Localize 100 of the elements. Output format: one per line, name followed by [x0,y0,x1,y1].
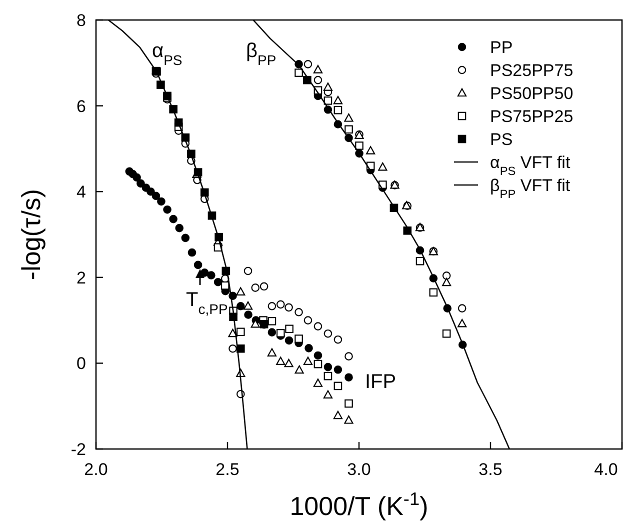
point [334,335,342,344]
point [228,328,238,338]
point [303,356,313,366]
point [458,304,466,312]
point [268,317,276,326]
y-tick-label: -2 [70,440,86,459]
point [157,197,166,206]
point [188,248,196,257]
legend-label: PS75PP25 [490,107,574,126]
point [304,60,312,68]
point [228,344,237,353]
point [344,125,353,134]
legend-label: PS50PP50 [490,84,574,103]
x-tick-label: 2.5 [216,460,240,479]
point [313,65,323,74]
point [314,76,322,84]
point [276,300,285,309]
point [181,234,190,242]
point [324,329,332,338]
point [324,96,332,105]
point [344,352,353,360]
point [416,256,424,266]
point [175,224,184,232]
point [324,362,332,372]
y-tick-label: 2 [76,268,86,288]
y-tick-label: 0 [76,354,86,374]
point [169,214,178,224]
point [314,322,322,330]
point [207,271,216,280]
point [429,288,438,297]
point [236,328,245,336]
point [236,344,245,353]
point [334,382,342,390]
point [244,310,252,319]
y-tick-label: 6 [76,96,86,116]
x-tick-label: 3.5 [478,460,502,479]
point [244,266,252,276]
point [260,282,268,291]
annotation: IFP [365,371,396,393]
point [229,312,238,322]
point [268,328,276,336]
point [344,113,354,122]
point [236,302,245,310]
point [243,301,253,310]
point [458,318,467,328]
legend-label: β$_{PP}$ VFT fit [490,176,570,201]
point [294,308,303,316]
point [334,365,342,374]
point [323,390,333,398]
annotation: T$_{c,PP}$ [186,289,228,317]
point [294,68,303,77]
point [276,356,286,366]
point [304,344,313,352]
point [284,336,294,345]
point [251,284,260,292]
point [355,142,364,150]
point [333,96,343,104]
point [324,372,332,380]
x-axis-title: 1000/T (K$^{-1}$) [290,489,428,521]
point [344,416,354,424]
point [268,302,276,310]
point [285,324,294,334]
point [378,162,388,171]
legend-label: α$_{PS}$ VFT fit [490,153,570,178]
point [294,334,303,343]
point [294,365,304,374]
y-tick-label: 4 [76,182,86,202]
point [163,205,172,214]
point [136,179,145,188]
x-tick-label: 2.0 [84,460,108,479]
point [442,329,451,338]
point [152,192,160,200]
annotation: β$_{PP}$ [246,40,276,68]
y-axis-title: -log(τ/s) [16,188,46,280]
point [333,410,343,420]
y-tick-label: 8 [76,11,86,30]
point [323,82,333,91]
point [267,348,276,356]
point [194,260,202,270]
point [132,173,141,182]
point [260,320,268,328]
legend-label: PS [490,130,513,149]
point [344,399,353,408]
x-tick-label: 3.0 [347,460,371,479]
legend-label: PS25PP75 [490,61,574,80]
point [214,278,222,286]
x-tick-label: 4.0 [594,460,618,479]
point [314,360,322,368]
point [146,187,155,196]
point [236,287,246,296]
legend-label: PP [490,38,513,57]
point [284,303,293,312]
point [344,373,353,382]
point [276,329,285,338]
point [366,146,376,154]
point [284,358,294,368]
point [313,378,323,387]
point [304,316,312,324]
point [334,106,342,114]
point [314,351,322,360]
